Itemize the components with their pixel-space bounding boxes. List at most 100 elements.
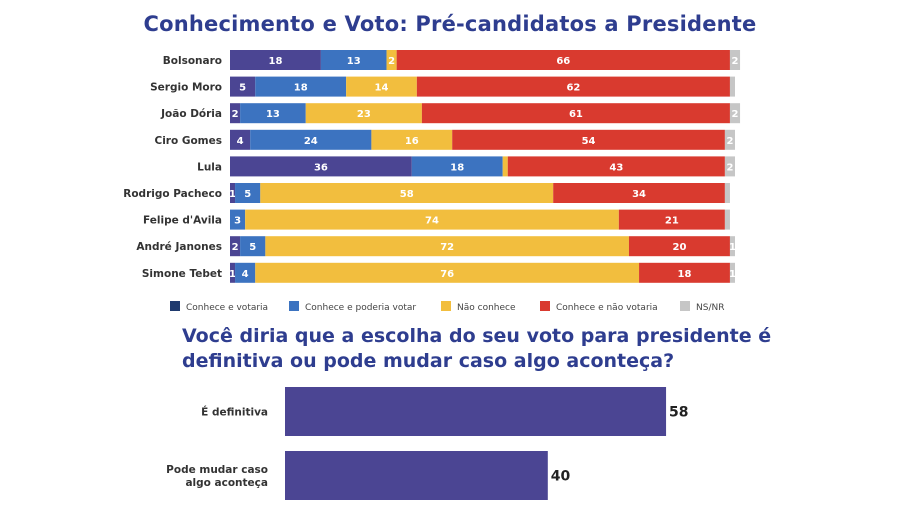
chart-title-vote-decision: Você diria que a escolha do seu voto par… — [182, 325, 772, 372]
legend-swatch — [441, 301, 451, 311]
legend-label: Não conhece — [457, 303, 516, 313]
category-label-bolsonaro: Bolsonaro — [163, 55, 222, 67]
bar-segment-rodrigo-pacheco-conhece-e-nao-votaria — [553, 183, 725, 203]
bar-segment-bolsonaro-conhece-e-poderia-votar — [320, 50, 387, 70]
bar-segment-andre-janones-nao-conhece — [265, 236, 629, 257]
bar-segment-joao-doria-conhece-e-nao-votaria — [421, 103, 730, 124]
bar-segment-bolsonaro-nao-conhece — [386, 50, 397, 70]
legend-item-conhece-e-votaria: Conhece e votaria — [170, 301, 268, 313]
data-label: 36 — [314, 162, 328, 173]
data-label: 2 — [232, 109, 239, 120]
bar-segment-ciro-gomes-ns-nr — [724, 129, 735, 150]
legend-swatch — [540, 301, 550, 311]
bar-segment-simone-tebet-conhece-e-poderia-votar — [235, 262, 256, 283]
data-label: 40 — [551, 469, 571, 485]
legend-label: Conhece e poderia votar — [305, 303, 416, 313]
legend-label: NS/NR — [696, 303, 724, 313]
legend-item-conhece-e-poderia-votar: Conhece e poderia votar — [289, 301, 416, 313]
data-label: 2 — [732, 56, 739, 67]
bar-segment-felipe-d-avila-nao-conhece — [245, 209, 619, 230]
category-label: Pode mudar caso — [166, 464, 268, 476]
bar-segment-joao-doria-nao-conhece — [305, 103, 422, 124]
legend-swatch — [289, 301, 299, 311]
bar-segment-rodrigo-pacheco-conhece-e-poderia-votar — [235, 183, 261, 203]
bar-segment-sergio-moro-conhece-e-nao-votaria — [416, 76, 730, 97]
category-label: algo aconteça — [185, 477, 268, 489]
data-label: 24 — [304, 136, 318, 147]
data-label: 76 — [440, 269, 454, 280]
bar-e-definitiva — [285, 387, 667, 436]
category-label-simone-tebet: Simone Tebet — [142, 268, 222, 280]
bar-segment-rodrigo-pacheco-conhece-e-votaria — [230, 183, 236, 203]
bar-segment-felipe-d-avila-ns-nr — [724, 209, 730, 230]
legend-item-nao-conhece: Não conhece — [441, 301, 516, 313]
data-label: 5 — [239, 83, 246, 94]
bar-segment-simone-tebet-ns-nr — [729, 262, 735, 283]
data-label: 13 — [347, 56, 361, 67]
bar-segment-sergio-moro-conhece-e-votaria — [230, 76, 256, 97]
data-label: 2 — [726, 162, 733, 173]
bar-segment-bolsonaro-ns-nr — [729, 50, 741, 70]
legend-label: Conhece e votaria — [186, 303, 268, 313]
data-label: 1 — [729, 269, 736, 280]
category-label-rodrigo-pacheco: Rodrigo Pacheco — [123, 188, 222, 200]
data-label: 61 — [569, 109, 583, 120]
data-label: 18 — [450, 162, 464, 173]
data-label: 74 — [425, 216, 439, 227]
data-label: 43 — [609, 162, 623, 173]
data-label: 4 — [237, 136, 244, 147]
bar-segment-bolsonaro-conhece-e-nao-votaria — [396, 50, 730, 70]
bar-segment-felipe-d-avila-conhece-e-nao-votaria — [618, 209, 725, 230]
data-label: 2 — [232, 242, 239, 253]
data-label: 1 — [229, 269, 236, 280]
data-label: 66 — [556, 56, 570, 67]
data-label: 2 — [726, 136, 733, 147]
bar-segment-andre-janones-ns-nr — [729, 236, 735, 257]
category-label-andre-janones: André Janones — [136, 241, 222, 253]
bar-segment-lula-conhece-e-votaria — [230, 156, 412, 177]
bar-segment-bolsonaro-conhece-e-votaria — [230, 50, 321, 70]
bar-segment-felipe-d-avila-conhece-e-poderia-votar — [230, 209, 246, 230]
bar-segment-joao-doria-conhece-e-votaria — [230, 103, 241, 124]
data-label: 2 — [732, 109, 739, 120]
category-label-felipe-d-avila: Felipe d'Avila — [143, 215, 222, 227]
bar-segment-ciro-gomes-conhece-e-poderia-votar — [250, 129, 372, 150]
bar-segment-simone-tebet-conhece-e-votaria — [230, 262, 236, 283]
bar-segment-joao-doria-conhece-e-poderia-votar — [240, 103, 306, 124]
bar-segment-andre-janones-conhece-e-poderia-votar — [240, 236, 266, 257]
bar-segment-ciro-gomes-nao-conhece — [371, 129, 453, 150]
bar-segment-sergio-moro-conhece-e-poderia-votar — [255, 76, 347, 97]
data-label: 20 — [672, 242, 686, 253]
bar-segment-simone-tebet-nao-conhece — [255, 262, 640, 283]
data-label: 5 — [249, 242, 256, 253]
data-label: 2 — [388, 56, 395, 67]
data-label: 16 — [405, 136, 419, 147]
data-label: 5 — [244, 189, 251, 200]
data-label: 58 — [669, 405, 688, 421]
bar-segment-ciro-gomes-conhece-e-votaria — [230, 129, 251, 150]
category-label-sergio-moro: Sergio Moro — [150, 82, 222, 94]
data-label: 58 — [400, 189, 414, 200]
bar-segment-joao-doria-ns-nr — [729, 103, 741, 124]
bar-segment-ciro-gomes-conhece-e-nao-votaria — [452, 129, 725, 150]
bar-segment-lula-nao-conhece — [502, 156, 508, 177]
legend-swatch — [170, 301, 180, 311]
data-label: 13 — [266, 109, 280, 120]
bar-segment-andre-janones-conhece-e-votaria — [230, 236, 241, 257]
legend-item-ns-nr: NS/NR — [680, 301, 724, 313]
bar-segment-lula-conhece-e-nao-votaria — [507, 156, 725, 177]
data-label: 54 — [582, 136, 596, 147]
data-label: 1 — [229, 189, 236, 200]
bar-segment-lula-ns-nr — [724, 156, 735, 177]
bar-pode-mudar-caso-algo-aconteca — [285, 451, 548, 500]
bar-segment-simone-tebet-conhece-e-nao-votaria — [639, 262, 730, 283]
bar-segment-sergio-moro-ns-nr — [729, 76, 735, 97]
bar-segment-lula-conhece-e-poderia-votar — [411, 156, 503, 177]
data-label: 18 — [678, 269, 692, 280]
category-label-joao-doria: João Dória — [160, 108, 222, 120]
data-label: 18 — [268, 56, 282, 67]
bar-segment-sergio-moro-nao-conhece — [346, 76, 417, 97]
data-label: 14 — [375, 83, 389, 94]
data-label: 34 — [632, 189, 646, 200]
